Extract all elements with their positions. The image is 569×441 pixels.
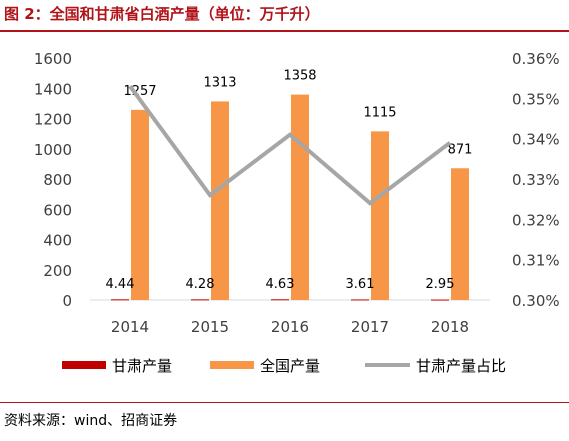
combo-chart: 0 200 400 600 800 1000 1200 1400 1600 0.30% 0.31% 0… bbox=[34, 50, 560, 375]
gansu-bar bbox=[351, 299, 369, 301]
gansu-data-label: 4.44 bbox=[106, 277, 135, 292]
national-bar bbox=[211, 101, 229, 300]
source-note: 资料来源：wind、招商证券 bbox=[4, 413, 178, 429]
figure-title: 图 2：全国和甘肃省白酒产量（单位：万千升） bbox=[4, 5, 320, 23]
national-bar bbox=[371, 131, 389, 300]
x-tick-label: 2014 bbox=[111, 318, 149, 336]
national-data-label: 1313 bbox=[203, 75, 236, 90]
y-left-tick-label: 0 bbox=[62, 292, 72, 310]
gansu-data-label: 2.95 bbox=[426, 277, 455, 292]
y-left-tick-label: 1400 bbox=[34, 80, 72, 98]
legend-label-gansu: 甘肃产量 bbox=[112, 357, 172, 375]
y-left-tick-label: 200 bbox=[43, 262, 72, 280]
y-left-tick-label: 1600 bbox=[34, 50, 72, 68]
title-rule bbox=[0, 30, 569, 32]
ratio-line bbox=[128, 85, 452, 206]
source-rule bbox=[0, 402, 569, 403]
x-tick-label: 2018 bbox=[431, 318, 469, 336]
y-left-tick-label: 400 bbox=[43, 232, 72, 250]
national-data-label: 871 bbox=[448, 142, 473, 157]
y-right-tick-label: 0.33% bbox=[512, 171, 560, 189]
national-data-label: 1358 bbox=[283, 69, 316, 84]
y-right-tick-label: 0.34% bbox=[512, 131, 560, 149]
legend-swatch-gansu bbox=[62, 361, 106, 369]
gansu-bar bbox=[271, 299, 289, 301]
x-tick-label: 2015 bbox=[191, 318, 229, 336]
legend-label-national: 全国产量 bbox=[260, 357, 320, 375]
gansu-data-label: 4.63 bbox=[266, 277, 295, 292]
gansu-data-label: 3.61 bbox=[346, 277, 375, 292]
national-bar bbox=[131, 109, 149, 300]
national-bar bbox=[291, 94, 309, 300]
legend-swatch-national bbox=[210, 361, 254, 369]
y-left-tick-label: 1000 bbox=[34, 141, 72, 159]
gansu-bar bbox=[431, 299, 449, 301]
y-left-tick-label: 800 bbox=[43, 171, 72, 189]
national-data-label: 1115 bbox=[363, 105, 396, 120]
legend-label-ratio: 甘肃产量占比 bbox=[416, 357, 506, 375]
national-bar bbox=[451, 168, 469, 300]
y-right-tick-label: 0.32% bbox=[512, 211, 560, 229]
x-tick-label: 2016 bbox=[271, 318, 309, 336]
y-right-tick-label: 0.30% bbox=[512, 292, 560, 310]
y-left-tick-label: 1200 bbox=[34, 111, 72, 129]
y-right-tick-label: 0.31% bbox=[512, 252, 560, 270]
gansu-data-label: 4.28 bbox=[186, 277, 215, 292]
y-left-tick-label: 600 bbox=[43, 201, 72, 219]
gansu-bar bbox=[191, 299, 209, 301]
y-right-tick-label: 0.35% bbox=[512, 90, 560, 108]
x-tick-label: 2017 bbox=[351, 318, 389, 336]
y-right-tick-label: 0.36% bbox=[512, 50, 560, 68]
gansu-bar bbox=[111, 299, 129, 301]
